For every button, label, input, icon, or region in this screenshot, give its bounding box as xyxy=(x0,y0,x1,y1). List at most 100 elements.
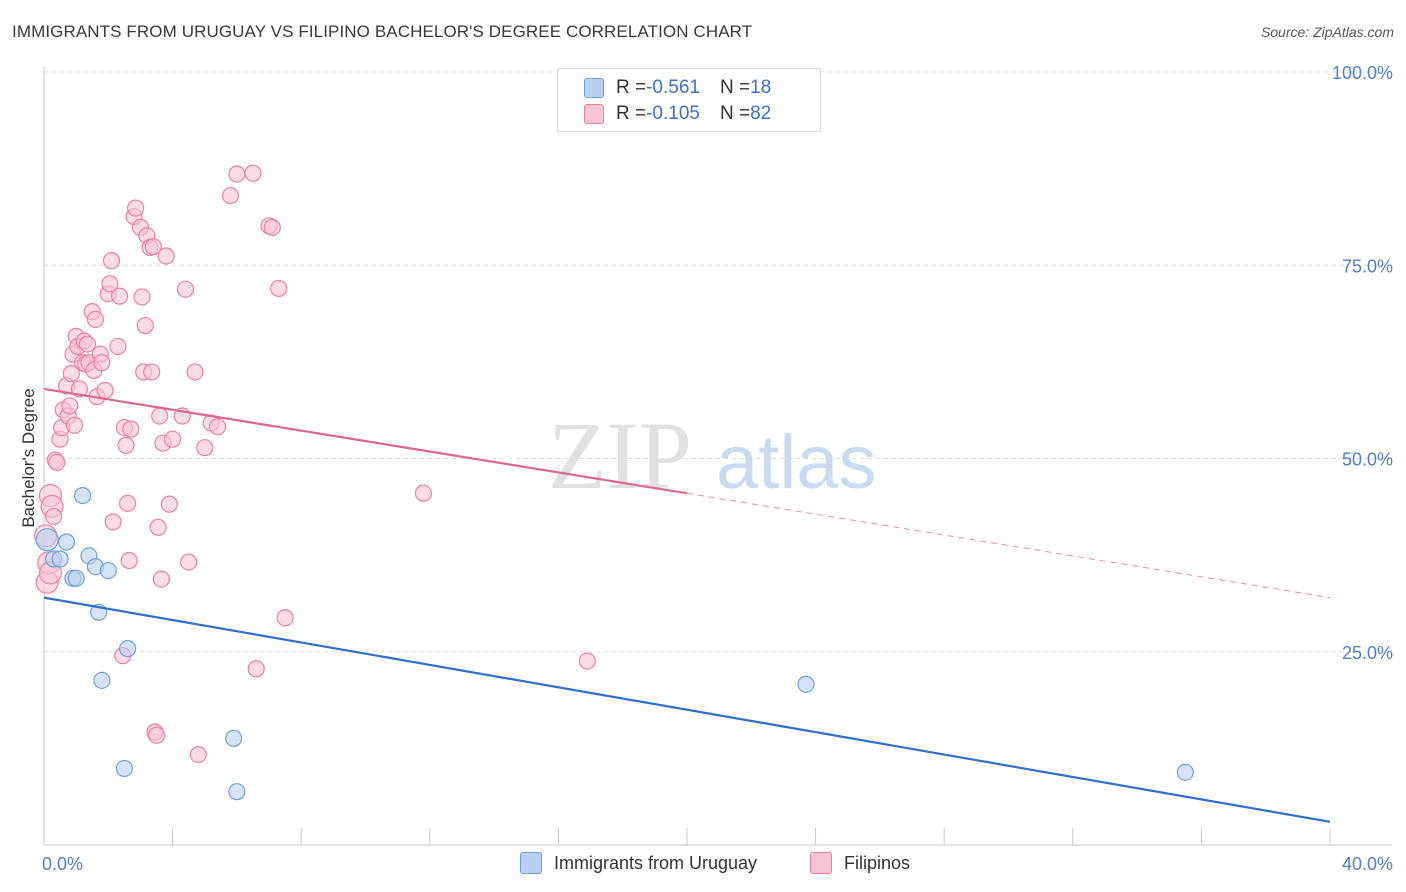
x-tick-label: 0.0% xyxy=(42,854,83,874)
n-value: 82 xyxy=(750,103,772,124)
data-point xyxy=(118,640,137,658)
watermark-zip: ZIP xyxy=(548,402,692,509)
data-point xyxy=(221,187,240,205)
data-point xyxy=(62,364,80,383)
data-point xyxy=(133,288,151,306)
y-tick-label: 100.0% xyxy=(1332,63,1393,83)
legend-item-uruguay[interactable]: Immigrants from Uruguay xyxy=(520,852,757,874)
uruguay-legend-swatch xyxy=(520,852,542,874)
stats-row-filipinos: R = -0.105 N = 82 xyxy=(584,103,771,125)
data-point xyxy=(99,561,117,580)
data-point xyxy=(86,310,105,328)
data-point xyxy=(143,363,161,381)
n-value: 18 xyxy=(750,77,772,98)
data-point xyxy=(67,569,85,587)
uruguay-swatch xyxy=(584,78,604,98)
data-point xyxy=(73,487,92,505)
chart-title: IMMIGRANTS FROM URUGUAY VS FILIPINO BACH… xyxy=(12,22,753,41)
data-point xyxy=(151,407,169,425)
data-point xyxy=(160,495,178,513)
data-point xyxy=(118,494,137,512)
data-point xyxy=(51,550,69,568)
data-point xyxy=(93,671,111,689)
data-point xyxy=(176,280,195,298)
data-point xyxy=(102,252,121,270)
trend-lines xyxy=(43,387,1331,823)
data-point xyxy=(144,238,162,256)
n-label: N = xyxy=(719,103,751,124)
data-point xyxy=(136,316,154,335)
y-tick-label: 75.0% xyxy=(1342,256,1393,276)
stats-row-uruguay: R = -0.561 N = 18 xyxy=(584,77,771,99)
axes xyxy=(43,66,1392,846)
watermark-atlas: atlas xyxy=(716,420,877,505)
source-credit: Source: ZipAtlas.com xyxy=(1260,24,1394,40)
data-point xyxy=(149,518,167,536)
data-point xyxy=(157,247,175,265)
filipinos-legend-swatch xyxy=(810,852,832,874)
trend-line-filipinos xyxy=(43,387,688,495)
data-point xyxy=(263,218,281,236)
data-point xyxy=(45,507,63,526)
data-point xyxy=(61,397,79,415)
data-point xyxy=(414,484,432,502)
data-point xyxy=(96,381,114,400)
data-point xyxy=(115,759,133,778)
data-point xyxy=(276,609,294,627)
data-point xyxy=(48,453,66,471)
data-point xyxy=(270,279,288,298)
series-filipinos xyxy=(34,164,596,764)
legend-label: Filipinos xyxy=(844,852,911,873)
data-point xyxy=(247,660,265,678)
r-label: R = xyxy=(616,103,647,124)
series-uruguay xyxy=(35,487,1194,801)
data-point xyxy=(228,165,246,183)
y-tick-label: 50.0% xyxy=(1342,450,1393,470)
data-point xyxy=(93,354,111,372)
data-point xyxy=(164,430,182,448)
data-point xyxy=(1176,763,1194,781)
data-point xyxy=(109,337,127,356)
data-point xyxy=(104,513,122,531)
y-axis-label: Bachelor's Degree xyxy=(19,388,38,527)
r-label: R = xyxy=(616,77,647,98)
data-point xyxy=(110,287,129,305)
data-point xyxy=(186,363,204,381)
trend-line-filipinos-projection xyxy=(686,492,1331,599)
data-point xyxy=(225,729,243,747)
data-point xyxy=(78,335,97,353)
y-tick-label: 25.0% xyxy=(1342,643,1393,663)
data-point xyxy=(117,436,135,454)
data-point xyxy=(147,726,166,744)
legend-label: Immigrants from Uruguay xyxy=(554,852,758,873)
data-point xyxy=(189,745,207,764)
data-point xyxy=(120,551,138,570)
data-point xyxy=(122,420,140,438)
data-point xyxy=(127,199,145,217)
data-point xyxy=(578,652,596,670)
data-point xyxy=(228,783,246,801)
data-point xyxy=(180,553,198,571)
data-point xyxy=(35,528,59,552)
stats-legend: R = -0.561 N = 18 R = -0.105 N = 82 xyxy=(557,68,821,132)
watermark: ZIP atlas xyxy=(548,402,877,509)
filipinos-swatch xyxy=(584,104,604,124)
data-point xyxy=(152,570,170,588)
tick-labels: 25.0% 50.0% 75.0% 100.0% 0.0% 40.0% xyxy=(42,63,1393,874)
grid-lines xyxy=(44,71,1392,653)
data-point xyxy=(209,418,227,436)
trend-line-uruguay xyxy=(43,596,1331,823)
r-value: -0.105 xyxy=(646,103,700,124)
data-point xyxy=(196,439,214,457)
data-point xyxy=(101,275,119,293)
n-label: N = xyxy=(719,77,751,98)
data-points xyxy=(34,164,1194,801)
legend-item-filipinos[interactable]: Filipinos xyxy=(810,852,910,874)
data-point xyxy=(797,675,815,693)
r-value: -0.561 xyxy=(646,77,700,98)
data-point xyxy=(244,164,262,182)
data-point xyxy=(65,416,84,434)
data-point xyxy=(57,533,76,551)
x-tick-label: 40.0% xyxy=(1342,854,1393,874)
